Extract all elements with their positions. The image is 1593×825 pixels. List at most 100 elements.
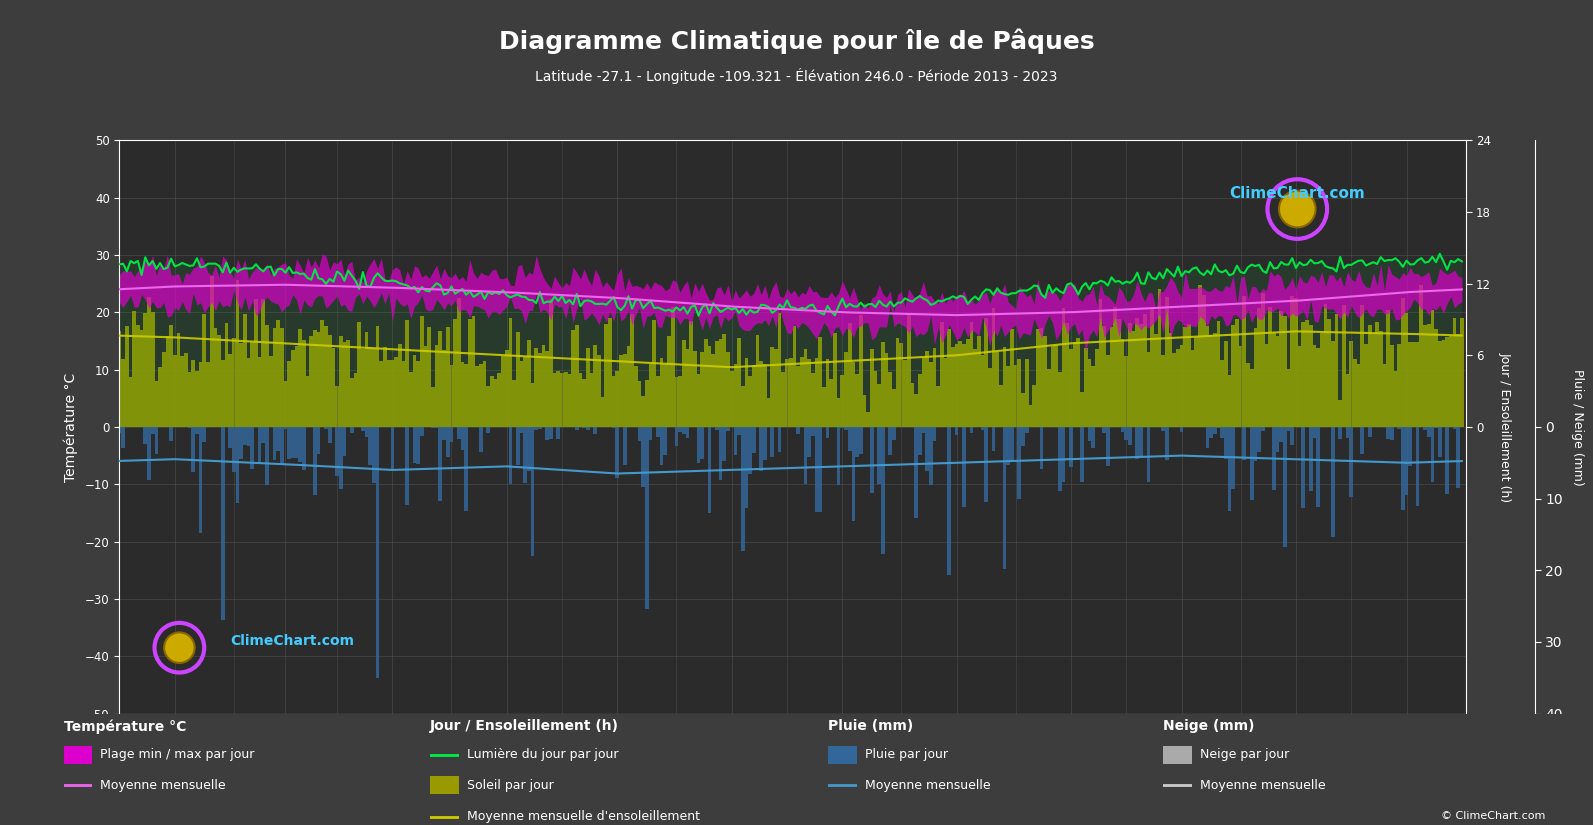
Bar: [881, 342, 884, 427]
Bar: [1416, 427, 1419, 506]
Bar: [435, 427, 438, 428]
Bar: [932, 348, 937, 427]
Bar: [926, 351, 929, 427]
Bar: [1212, 427, 1217, 434]
Bar: [715, 427, 718, 430]
Bar: [486, 427, 491, 432]
Bar: [233, 337, 236, 427]
Bar: [803, 349, 808, 427]
Bar: [1209, 427, 1212, 438]
Bar: [841, 427, 844, 428]
Bar: [1332, 427, 1335, 537]
Y-axis label: Température °C: Température °C: [64, 372, 78, 482]
Bar: [1461, 318, 1464, 427]
Bar: [948, 427, 951, 575]
Bar: [169, 325, 174, 427]
Bar: [1164, 427, 1169, 460]
Bar: [1279, 427, 1282, 442]
Bar: [1024, 427, 1029, 433]
Bar: [1257, 427, 1262, 452]
Bar: [416, 361, 421, 427]
Bar: [323, 326, 328, 427]
Bar: [1195, 337, 1198, 427]
Bar: [508, 427, 513, 484]
Bar: [679, 427, 682, 432]
Bar: [1136, 427, 1139, 459]
Bar: [634, 366, 637, 427]
Bar: [1346, 374, 1349, 427]
Y-axis label: Pluie / Neige (mm): Pluie / Neige (mm): [1571, 369, 1583, 485]
Bar: [1338, 400, 1341, 427]
Bar: [255, 299, 258, 427]
Bar: [892, 427, 895, 440]
Text: Pluie (mm): Pluie (mm): [828, 719, 914, 733]
Bar: [1383, 364, 1386, 427]
Bar: [261, 299, 264, 427]
Bar: [774, 350, 777, 427]
Bar: [405, 320, 409, 427]
Bar: [553, 373, 556, 427]
Bar: [323, 427, 328, 429]
Bar: [1172, 353, 1176, 427]
Bar: [973, 349, 977, 427]
Bar: [922, 427, 926, 433]
Bar: [712, 354, 715, 427]
Bar: [362, 349, 365, 427]
Bar: [970, 427, 973, 433]
Bar: [416, 427, 421, 464]
Bar: [609, 318, 612, 427]
Bar: [545, 427, 550, 440]
Bar: [1058, 427, 1063, 491]
Bar: [494, 379, 497, 427]
Bar: [653, 320, 656, 427]
Bar: [475, 366, 479, 427]
Bar: [1077, 338, 1080, 427]
Bar: [1400, 427, 1405, 510]
Bar: [1349, 342, 1352, 427]
Bar: [808, 427, 811, 456]
Bar: [1368, 325, 1372, 427]
Bar: [1442, 340, 1445, 427]
Bar: [405, 427, 409, 505]
Bar: [317, 332, 320, 427]
Bar: [1243, 296, 1246, 427]
Bar: [1423, 325, 1427, 427]
Bar: [373, 427, 376, 483]
Bar: [959, 342, 962, 427]
Bar: [519, 427, 524, 433]
Bar: [859, 315, 862, 427]
Bar: [914, 427, 918, 518]
Bar: [1313, 427, 1316, 438]
Bar: [900, 342, 903, 427]
Bar: [752, 427, 755, 453]
Bar: [682, 340, 685, 427]
Bar: [1080, 392, 1083, 427]
Bar: [1217, 427, 1220, 428]
Bar: [615, 427, 620, 478]
Bar: [135, 325, 140, 427]
Bar: [228, 427, 233, 448]
Bar: [1431, 427, 1434, 483]
Bar: [847, 427, 852, 451]
Bar: [1254, 328, 1257, 427]
Bar: [250, 427, 255, 469]
Bar: [763, 365, 766, 427]
Bar: [118, 427, 121, 433]
Bar: [796, 427, 800, 434]
Bar: [1114, 308, 1117, 427]
Bar: [575, 427, 578, 430]
Bar: [1445, 427, 1450, 494]
Bar: [785, 359, 789, 427]
Bar: [892, 389, 895, 427]
Bar: [162, 352, 166, 427]
Bar: [977, 336, 981, 427]
Bar: [671, 308, 674, 427]
Bar: [483, 361, 486, 427]
Bar: [984, 427, 988, 502]
Bar: [604, 323, 609, 427]
Bar: [1043, 336, 1047, 427]
Bar: [612, 427, 615, 428]
Bar: [1408, 427, 1411, 466]
Bar: [811, 427, 814, 436]
Bar: [741, 386, 744, 427]
